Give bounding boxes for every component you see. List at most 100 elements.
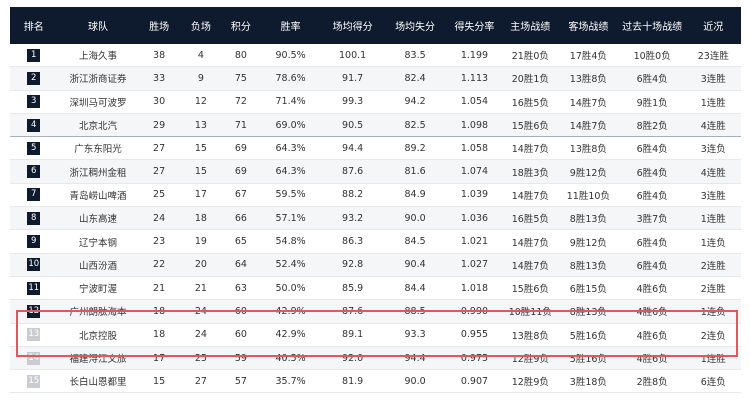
team-name: 山西汾酒	[78, 260, 117, 272]
table-header: 排名 球队 胜场 负场 积分 胜率 场均得分 场均失分 得失分率 主场战绩 客场…	[10, 7, 741, 44]
rank-cell: 4	[10, 118, 58, 132]
diff-cell: 1.054	[460, 96, 489, 108]
table-row[interactable]: 7 青岛崂山啤酒 25 17 67 59.5% 88.2 84.9 1.039 14胜7负 11胜1…	[10, 184, 741, 208]
table-row[interactable]: 14 福建浔江文旅 17 25 59 40.5% 92.0 94.4 0.975 12胜9负 5胜1…	[10, 346, 741, 371]
oppg-cell: 82.5	[404, 119, 426, 131]
home-record-cell: 13胜8负	[511, 330, 549, 342]
streak-cell: 3连胜	[700, 190, 726, 202]
table-row[interactable]: 15 长白山恩都里 15 27 57 35.7% 81.9 90.0 0.907 12胜9负 3胜1…	[10, 370, 741, 394]
last10-cell: 4胜6负	[636, 354, 668, 365]
streak-cell: 4连胜	[700, 167, 726, 179]
ppg-cell: 92.8	[342, 259, 364, 271]
rank-cell: 1	[10, 48, 58, 62]
points-cell: 64	[234, 259, 247, 271]
away-record-cell: 5胜16负	[569, 330, 607, 342]
rank-cell: 12	[10, 304, 58, 318]
wins-cell: 29	[153, 119, 166, 131]
header-team[interactable]: 球队	[87, 22, 108, 33]
diff-cell: 1.113	[460, 72, 489, 84]
header-win-pct[interactable]: 胜率	[280, 22, 301, 33]
win-pct-cell: 35.7%	[275, 375, 306, 387]
header-ppg[interactable]: 场均得分	[332, 22, 373, 33]
team-name: 广东东阳光	[74, 144, 122, 156]
ppg-cell: 89.1	[342, 329, 364, 341]
table-row[interactable]: 2 浙江浙商证券 33 9 75 78.6% 91.7 82.4 1.113 20胜1负 13胜8负…	[10, 67, 741, 91]
wins-cell: 24	[153, 212, 166, 224]
home-record-cell: 18胜3负	[511, 167, 549, 179]
ppg-cell: 87.6	[342, 166, 364, 178]
rank-badge: 13	[27, 328, 41, 342]
last10-cell: 9胜1负	[636, 97, 668, 109]
last10-cell: 6胜4负	[636, 144, 668, 156]
oppg-cell: 90.4	[404, 259, 426, 271]
team-name: 福建浔江文旅	[69, 354, 127, 365]
win-pct-cell: 50.0%	[275, 282, 306, 294]
last10-cell: 2胜8负	[636, 377, 668, 389]
streak-cell: 6连负	[700, 377, 726, 389]
streak-cell: 1连胜	[700, 97, 726, 109]
win-pct-cell: 57.1%	[275, 212, 306, 224]
table-row[interactable]: 5 广东东阳光 27 15 69 64.3% 94.4 89.2 1.058 14胜7负 13胜8负…	[10, 137, 741, 161]
points-cell: 72	[234, 96, 247, 108]
standings-table: 排名 球队 胜场 负场 积分 胜率 场均得分 场均失分 得失分率 主场战绩 客场…	[10, 7, 741, 394]
losses-cell: 4	[197, 49, 204, 61]
table-row[interactable]: 3 深圳马可波罗 30 12 72 71.4% 99.3 94.2 1.054 16胜5负 14胜7…	[10, 91, 741, 114]
streak-cell: 1连胜	[700, 354, 726, 365]
header-last10[interactable]: 过去十场战绩	[622, 22, 683, 33]
header-wins[interactable]: 胜场	[149, 22, 170, 33]
header-rank[interactable]: 排名	[23, 22, 44, 33]
oppg-cell: 89.2	[404, 142, 426, 154]
away-record-cell: 9胜12负	[569, 167, 607, 179]
header-diff[interactable]: 得失分率	[454, 22, 495, 33]
last10-cell: 6胜4负	[636, 260, 668, 272]
away-record-cell: 9胜12负	[569, 237, 607, 249]
team-name: 山东高速	[78, 214, 117, 226]
table-row[interactable]: 11 宁波町渥 21 21 63 50.0% 85.9 84.4 1.018 15胜6负 6胜15负…	[10, 277, 741, 301]
wins-cell: 18	[153, 305, 166, 317]
table-body: 1 上海久事 38 4 80 90.5% 100.1 83.5 1.199 21胜0负 17胜4负 1…	[10, 44, 741, 394]
wins-cell: 23	[153, 236, 166, 248]
table-row[interactable]: 13 北京控股 18 24 60 42.9% 89.1 93.3 0.955 13胜8负 5胜16负…	[10, 324, 741, 347]
rank-cell: 2	[10, 71, 58, 85]
table-row[interactable]: 4 北京北汽 29 13 71 69.0% 90.5 82.5 1.098 15胜6负 14胜7负 8…	[10, 113, 741, 138]
table-row[interactable]: 10 山西汾酒 22 20 64 52.4% 92.8 90.4 1.027 14胜7负 8胜13负…	[10, 253, 741, 277]
header-home[interactable]: 主场战绩	[510, 22, 551, 33]
rank-cell: 15	[10, 374, 58, 388]
losses-cell: 9	[197, 72, 204, 84]
table-row[interactable]: 8 山东高速 24 18 66 57.1% 93.2 90.0 1.036 16胜5负 8胜13负 3…	[10, 207, 741, 231]
diff-cell: 1.036	[460, 212, 489, 224]
streak-cell: 1连负	[700, 237, 726, 249]
home-record-cell: 20胜1负	[511, 74, 549, 86]
header-losses[interactable]: 负场	[190, 22, 211, 33]
header-streak[interactable]: 近况	[703, 22, 724, 33]
oppg-cell: 84.5	[404, 236, 426, 248]
win-pct-cell: 78.6%	[275, 72, 306, 84]
header-oppg[interactable]: 场均失分	[395, 22, 436, 33]
table-row[interactable]: 12 广州朗肽海本 18 24 60 42.9% 87.6 88.5 0.990 10胜11负 8胜…	[10, 300, 741, 324]
win-pct-cell: 69.0%	[275, 119, 306, 131]
team-name: 深圳马可波罗	[69, 97, 127, 109]
last10-cell: 3胜7负	[636, 214, 668, 226]
team-name: 宁波町渥	[78, 284, 117, 296]
win-pct-cell: 90.5%	[275, 49, 306, 61]
ppg-cell: 99.3	[342, 96, 364, 108]
diff-cell: 0.990	[460, 305, 489, 317]
rank-badge: 7	[27, 188, 41, 202]
last10-cell: 6胜4负	[636, 237, 668, 249]
home-record-cell: 16胜5负	[511, 214, 549, 226]
header-points[interactable]: 积分	[230, 22, 251, 33]
rank-cell: 14	[10, 351, 58, 365]
header-away[interactable]: 客场战绩	[568, 22, 609, 33]
table-row[interactable]: 9 辽宁本钢 23 19 65 54.8% 86.3 84.5 1.021 14胜7负 9胜12负 6…	[10, 230, 741, 254]
away-record-cell: 8胜13负	[569, 214, 607, 226]
away-record-cell: 14胜7负	[569, 97, 607, 109]
table-row[interactable]: 6 浙江稠州金租 27 15 69 64.3% 87.6 81.6 1.074 18胜3负 9胜12…	[10, 160, 741, 184]
points-cell: 59	[234, 352, 247, 364]
streak-cell: 3连负	[700, 144, 726, 156]
table-row[interactable]: 1 上海久事 38 4 80 90.5% 100.1 83.5 1.199 21胜0负 17胜4负 1…	[10, 44, 741, 68]
last10-cell: 4胜6负	[636, 330, 668, 342]
wins-cell: 38	[153, 49, 166, 61]
streak-cell: 1连胜	[700, 214, 726, 226]
ppg-cell: 81.9	[342, 375, 364, 387]
rank-badge: 9	[27, 235, 41, 249]
